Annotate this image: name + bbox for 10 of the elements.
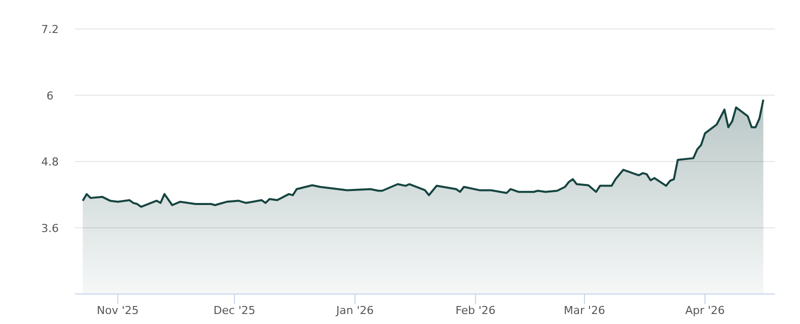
x-tick-label: Mar '26 [564,304,606,317]
x-tick-label: Dec '25 [214,304,256,317]
x-tick-label: Apr '26 [685,304,725,317]
x-tick-label: Feb '26 [456,304,496,317]
y-tick-label: 3.6 [41,222,59,235]
y-tick-label: 4.8 [41,156,59,168]
y-tick-label: 6 [46,89,54,102]
x-tick-label: Jan '26 [335,304,374,317]
x-tick-label: Nov '25 [96,304,139,317]
y-tick-label: 7.2 [41,23,59,36]
